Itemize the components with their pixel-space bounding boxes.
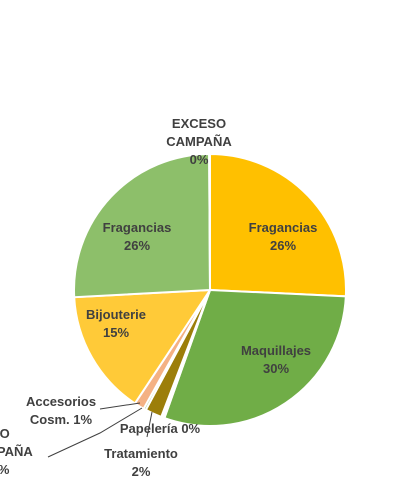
pie-slices xyxy=(73,152,347,427)
slice-data-label: EXCESO CAMPAÑA 0% xyxy=(166,116,232,167)
slice-data-label: Papelería 0% xyxy=(120,421,201,436)
slice-label-line: Maquillajes xyxy=(241,343,311,358)
slice-label-line: 0% xyxy=(190,152,209,167)
slice-label-line: Bijouterie xyxy=(86,307,146,322)
slice-label-line: Fragancias xyxy=(249,220,318,235)
slice-data-label: Tratamiento 2% xyxy=(104,446,178,479)
pie-slice xyxy=(209,152,347,298)
pie-slice xyxy=(163,288,347,427)
slice-label-line: 15% xyxy=(103,325,129,340)
pie-slice xyxy=(73,152,212,299)
pie-slice xyxy=(73,288,212,405)
slice-label-line: CAMPAÑA xyxy=(166,134,232,149)
leader-lines xyxy=(47,402,153,458)
slice-label-line: Tratamiento xyxy=(104,446,178,461)
leader-line xyxy=(47,407,143,458)
slice-data-label: NO CAMPAÑA 0% xyxy=(0,426,33,477)
slice-label-line: 26% xyxy=(124,238,150,253)
slice-label-line: Papelería 0% xyxy=(120,421,201,436)
slice-label-line: 2% xyxy=(132,464,151,479)
data-labels: Fragancias 26% Maquillajes 30% Papelería 0% T… xyxy=(0,116,317,479)
slice-label-line: CAMPAÑA xyxy=(0,444,33,459)
slice-label-line: Accesorios xyxy=(26,394,96,409)
slice-data-label: Accesorios Cosm. 1% xyxy=(26,394,96,427)
slice-label-line: 30% xyxy=(263,361,289,376)
slice-label-line: Fragancias xyxy=(103,220,172,235)
slice-label-line: 26% xyxy=(270,238,296,253)
slice-data-label: Fragancias 26% xyxy=(249,220,318,253)
leader-line xyxy=(99,402,141,410)
slice-label-line: EXCESO xyxy=(172,116,226,131)
pie-slice xyxy=(208,152,211,291)
leader-line xyxy=(146,411,153,438)
slice-data-label: Fragancias 26% xyxy=(103,220,172,253)
slice-label-line: Cosm. 1% xyxy=(30,412,93,427)
slice-label-line: 0% xyxy=(0,462,10,477)
slice-data-label: Bijouterie 15% xyxy=(86,307,146,340)
slice-data-label: Maquillajes 30% xyxy=(241,343,311,376)
slice-label-line: NO xyxy=(0,426,10,441)
